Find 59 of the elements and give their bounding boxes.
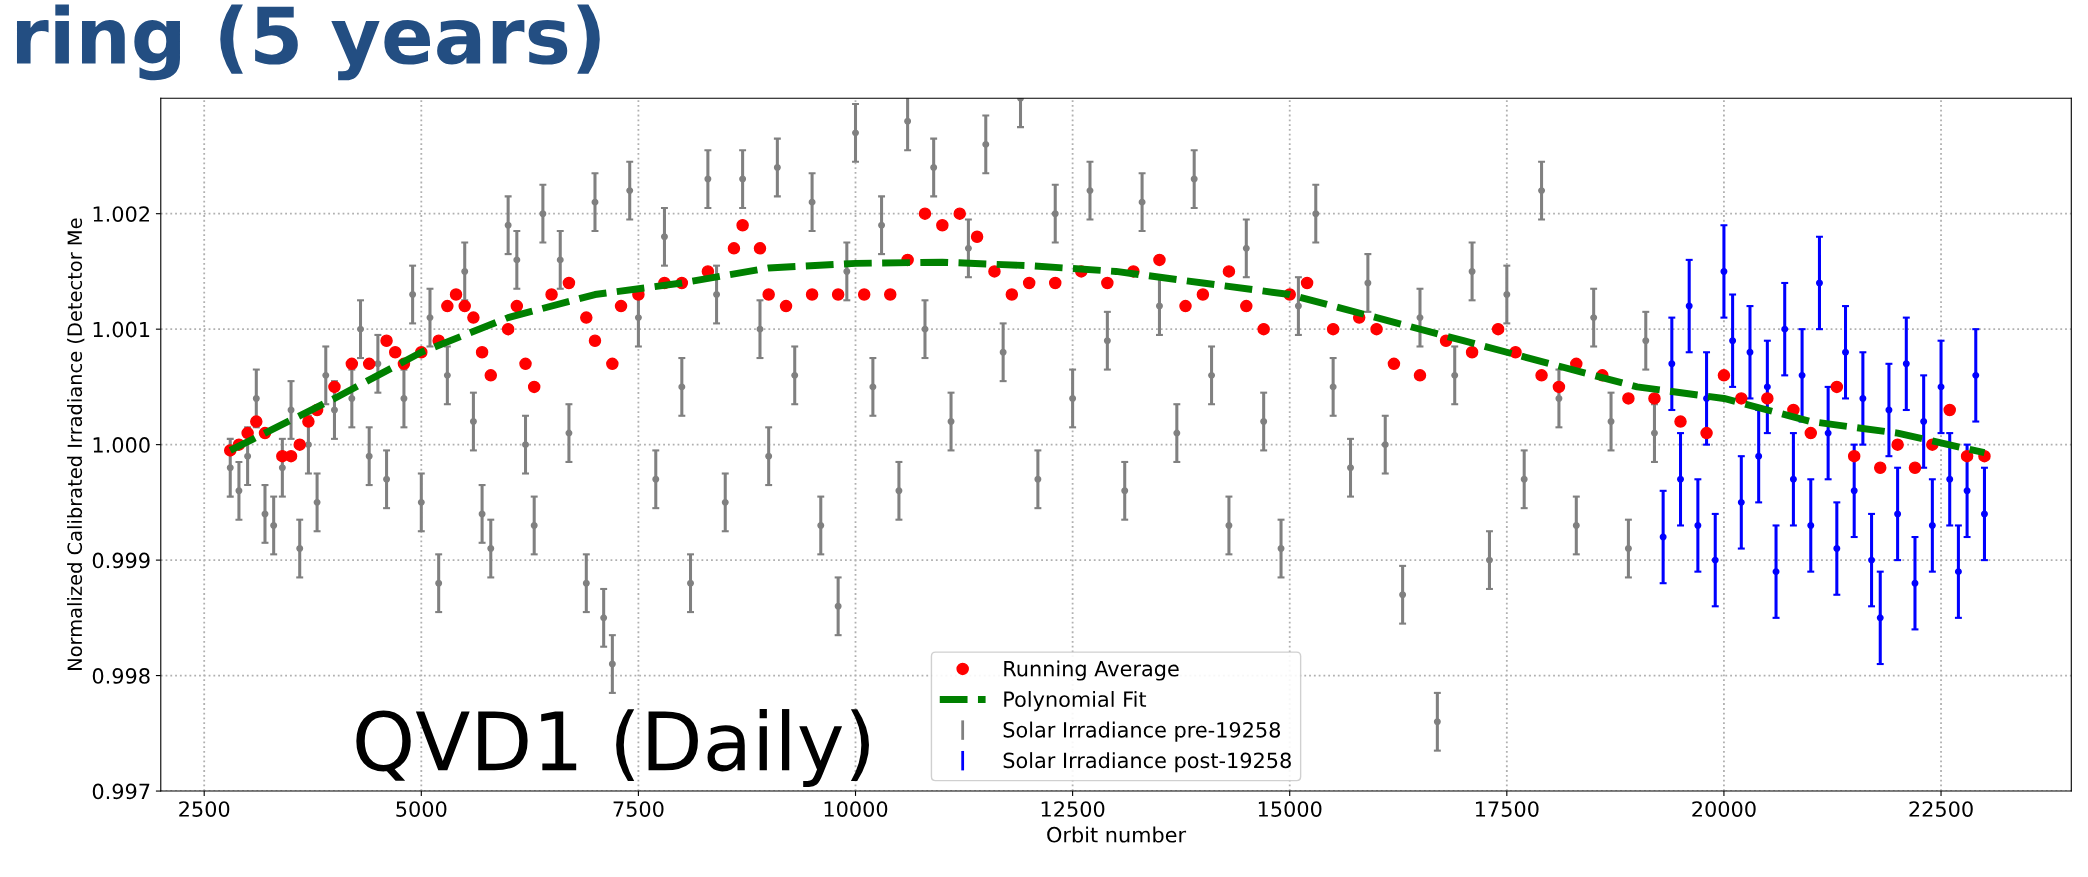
point xyxy=(1980,510,1988,518)
y-axis-title: Normalized Calibrated Irradiance (Detector Me xyxy=(67,218,85,670)
point xyxy=(1824,429,1832,437)
y-tick-label: 1.000 xyxy=(93,437,150,453)
point xyxy=(1833,545,1841,553)
x-tick-label: 17500 xyxy=(1475,801,1539,817)
legend-label: Solar Irradiance pre-19258 xyxy=(1003,721,1281,742)
point xyxy=(1729,337,1737,345)
x-axis-title: Orbit number xyxy=(1047,826,1187,843)
legend-label: Running Average xyxy=(1004,660,1179,681)
x-tick-label: 22500 xyxy=(1909,801,1973,817)
x-tick-label: 20000 xyxy=(1692,801,1756,817)
point xyxy=(1937,383,1945,391)
point xyxy=(1668,360,1676,368)
point xyxy=(1694,521,1702,529)
point xyxy=(1798,371,1806,379)
point xyxy=(1755,452,1763,460)
y-tick-label: 1.002 xyxy=(93,206,149,222)
point xyxy=(1946,475,1954,483)
legend-label: Solar Irradiance post-19258 xyxy=(1003,752,1291,773)
x-tick-label: 12500 xyxy=(1041,801,1105,817)
legend-label: Polynomial Fit xyxy=(1004,690,1147,712)
annotation: QVD1 (Daily) xyxy=(356,709,869,788)
chart-title: ring (5 years) xyxy=(16,4,600,81)
x-tick-label: 10000 xyxy=(824,801,888,817)
point xyxy=(1737,498,1745,506)
point xyxy=(1902,360,1910,368)
point xyxy=(1677,475,1684,483)
point xyxy=(1894,510,1902,518)
point xyxy=(1842,348,1849,356)
point xyxy=(1972,371,1980,379)
point xyxy=(1911,579,1919,587)
point xyxy=(1763,383,1771,391)
point xyxy=(1920,418,1928,426)
point xyxy=(1963,487,1971,495)
point xyxy=(1954,568,1962,576)
point xyxy=(1746,348,1754,356)
point xyxy=(1789,475,1797,483)
point xyxy=(1928,521,1936,529)
y-tick-label: 0.997 xyxy=(92,783,150,800)
point xyxy=(1815,279,1823,287)
x-tick-label: 2500 xyxy=(179,801,230,817)
point xyxy=(1711,556,1719,564)
point xyxy=(1720,267,1728,275)
x-tick-label: 7500 xyxy=(613,801,664,817)
point xyxy=(1772,568,1780,576)
y-tick-label: 0.998 xyxy=(92,668,150,684)
point xyxy=(1868,556,1876,564)
point xyxy=(1781,325,1789,333)
point xyxy=(1850,487,1858,495)
y-tick-label: 1.001 xyxy=(93,321,150,338)
point xyxy=(1807,521,1815,529)
point xyxy=(1876,614,1884,622)
x-tick-label: 5000 xyxy=(396,801,447,817)
x-tick-label: 15000 xyxy=(1258,801,1322,817)
point xyxy=(1685,302,1693,310)
y-tick-label: 0.999 xyxy=(92,552,150,569)
point xyxy=(1859,394,1867,402)
point xyxy=(1659,533,1667,541)
